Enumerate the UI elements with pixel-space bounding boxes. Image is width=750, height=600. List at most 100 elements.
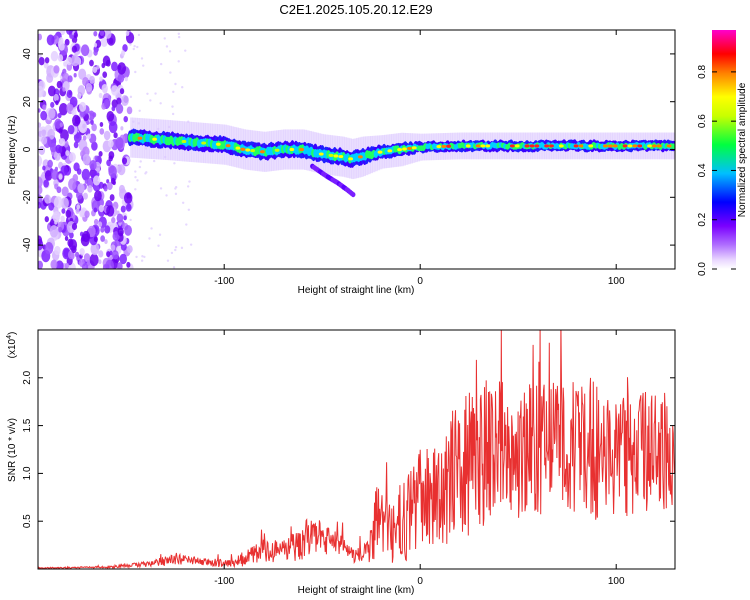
band-hotspot [612, 144, 618, 148]
band-hotspot [558, 144, 564, 148]
spectrogram-secondary-branch [310, 163, 356, 198]
noise-speckle [142, 64, 145, 67]
noise-speckle [170, 251, 174, 255]
noise-speckle [59, 138, 66, 147]
noise-speckle [111, 85, 119, 96]
noise-speckle [106, 205, 115, 217]
noise-speckle [47, 224, 51, 230]
noise-speckle [74, 251, 80, 258]
noise-speckle [38, 176, 43, 189]
noise-speckle [77, 183, 85, 194]
band-hotspot [607, 144, 613, 148]
noise-speckle [106, 110, 115, 122]
noise-speckle [123, 115, 128, 123]
band-hotspot [627, 144, 633, 148]
band-hotspot [387, 149, 393, 153]
noise-speckle [71, 222, 78, 231]
noise-speckle [82, 263, 89, 269]
noise-speckle [76, 168, 82, 175]
noise-speckle [168, 50, 172, 53]
noise-speckle [189, 243, 193, 246]
noise-speckle [38, 108, 41, 113]
noise-speckle [72, 174, 79, 182]
spectrogram-y-tick-label: 0 [22, 146, 33, 152]
spectrogram-y-tick-label: -40 [22, 237, 33, 252]
noise-speckle [50, 50, 59, 62]
noise-speckle [42, 104, 47, 111]
noise-speckle [66, 30, 73, 35]
noise-speckle [91, 123, 97, 132]
noise-speckle [71, 245, 77, 254]
noise-speckle [38, 145, 46, 155]
band-hotspot [485, 144, 491, 148]
noise-speckle [41, 136, 48, 145]
band-hotspot [509, 144, 515, 148]
noise-speckle [135, 255, 138, 259]
noise-speckle [98, 150, 103, 157]
colorbar-tick-label: 0.2 [697, 212, 708, 226]
noise-speckle [127, 245, 133, 254]
band-hotspot [475, 144, 481, 148]
noise-speckle [149, 99, 152, 102]
noise-speckle [174, 82, 177, 86]
spectrogram-panel: -100 0 100 -40 -20 0 20 40 Height of straight … [7, 29, 676, 296]
noise-speckle [90, 242, 100, 256]
band-hotspot [318, 152, 324, 156]
noise-speckle [120, 126, 124, 131]
noise-speckle [93, 42, 98, 48]
noise-speckle [58, 174, 63, 180]
noise-speckle [53, 65, 60, 74]
band-hotspot [573, 144, 579, 148]
noise-speckle [49, 142, 57, 153]
snr-plot-area [38, 330, 675, 569]
noise-speckle [89, 253, 99, 267]
snr-frame [37, 329, 676, 570]
noise-speckle [159, 187, 163, 190]
noise-speckle [38, 122, 42, 128]
snr-y-tick-label: 1.0 [22, 466, 33, 480]
noise-speckle [44, 194, 51, 204]
band-hotspot [578, 144, 584, 148]
noise-speckle [145, 171, 148, 174]
band-hotspot [235, 146, 241, 150]
noise-speckle [82, 153, 91, 165]
snr-y-tick-label: 1.5 [22, 418, 33, 432]
noise-speckle [105, 259, 114, 269]
noise-speckle [66, 56, 73, 66]
noise-speckle [50, 169, 59, 180]
noise-speckle [152, 159, 156, 163]
band-hotspot [480, 144, 486, 148]
band-hotspot [666, 144, 672, 148]
noise-speckle [93, 236, 98, 243]
band-hotspot [181, 139, 187, 144]
noise-speckle [111, 61, 118, 72]
noise-speckle [47, 159, 53, 168]
snr-x-label: Height of straight line (km) [298, 585, 415, 596]
snr-x-tick-label: 0 [417, 576, 423, 587]
noise-speckle [126, 106, 133, 115]
noise-speckle [44, 242, 54, 255]
noise-speckle [98, 221, 103, 228]
snr-y-tick-label: 2.0 [22, 370, 33, 384]
noise-speckle [122, 44, 128, 52]
noise-speckle [38, 235, 43, 246]
noise-speckle [129, 218, 132, 222]
noise-speckle [57, 54, 64, 62]
noise-speckle [121, 50, 126, 56]
noise-speckle [159, 62, 163, 66]
noise-speckle [50, 259, 58, 269]
band-hotspot [411, 146, 417, 150]
noise-speckle [117, 164, 126, 176]
colorbar-tick-label: 0.4 [697, 163, 708, 177]
spectrogram-noise-field [38, 30, 193, 269]
noise-speckle [56, 80, 63, 89]
band-hotspot [260, 150, 265, 154]
noise-speckle [80, 233, 90, 247]
noise-speckle [93, 175, 101, 186]
noise-speckle [172, 266, 176, 269]
noise-speckle [102, 71, 108, 78]
noise-speckle [134, 175, 137, 179]
noise-speckle [146, 92, 149, 95]
noise-speckle [77, 93, 82, 99]
noise-speckle [104, 225, 111, 234]
